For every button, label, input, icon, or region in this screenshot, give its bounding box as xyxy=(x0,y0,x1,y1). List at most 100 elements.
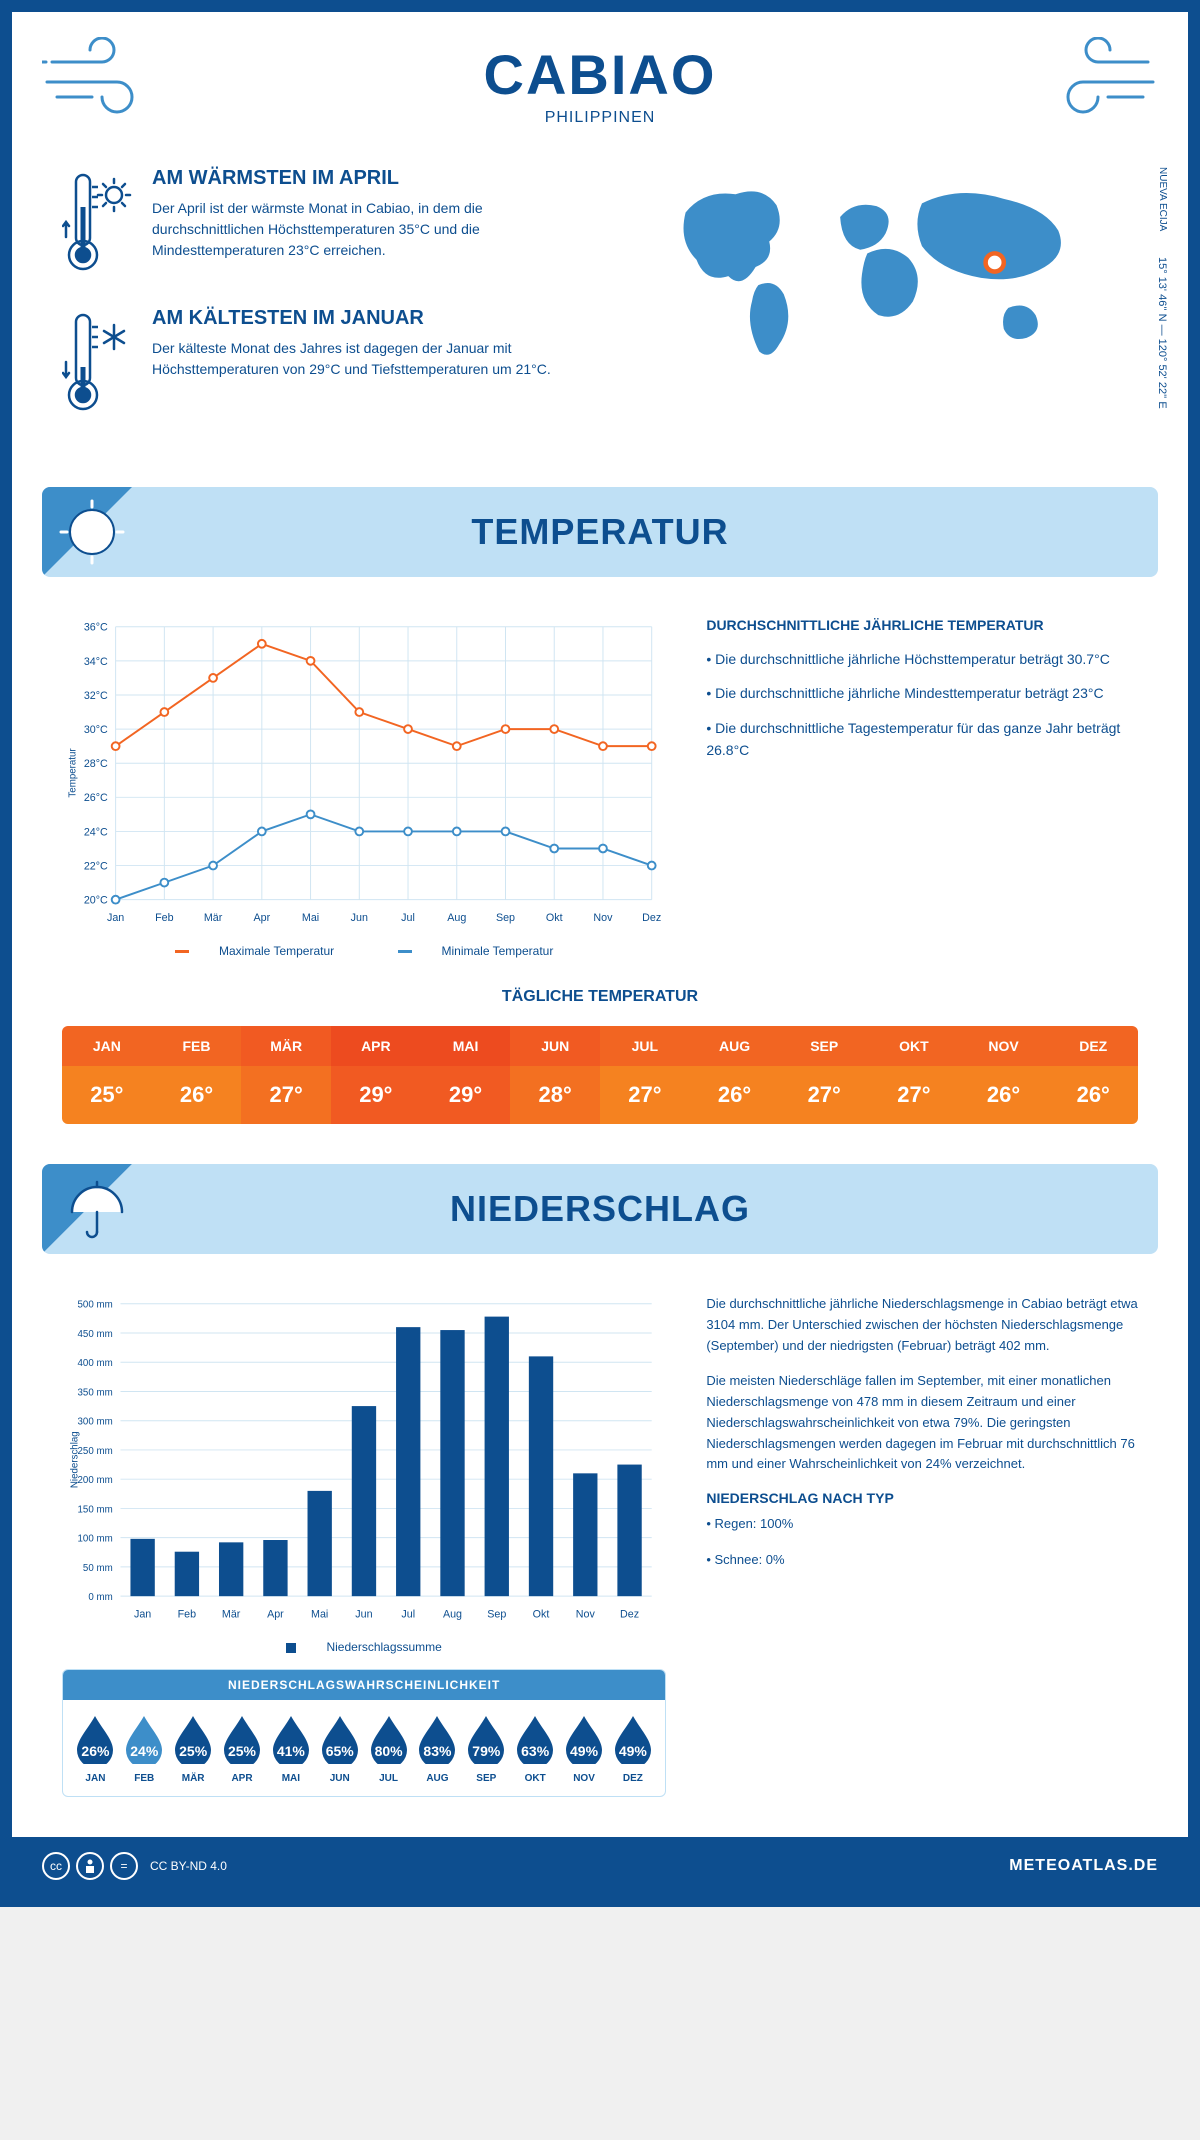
precipitation-section-header: NIEDERSCHLAG xyxy=(42,1164,1158,1254)
svg-text:Apr: Apr xyxy=(253,912,270,924)
svg-text:34°C: 34°C xyxy=(84,656,108,668)
temp-info-heading: DURCHSCHNITTLICHE JÄHRLICHE TEMPERATUR xyxy=(706,617,1138,633)
svg-text:24°C: 24°C xyxy=(84,826,108,838)
temperature-chart: 20°C22°C24°C26°C28°C30°C32°C34°C36°CJanF… xyxy=(62,617,666,958)
temp-chart-legend: Maximale Temperatur Minimale Temperatur xyxy=(62,944,666,958)
prob-col: 49%NOV xyxy=(560,1712,609,1784)
by-icon xyxy=(76,1852,104,1880)
warmest-fact: AM WÄRMSTEN IM APRIL Der April ist der w… xyxy=(62,167,585,282)
cc-icons: cc = xyxy=(42,1852,138,1880)
svg-text:300 mm: 300 mm xyxy=(78,1417,113,1428)
precip-type-line: • Schnee: 0% xyxy=(706,1550,1138,1571)
svg-text:Jun: Jun xyxy=(351,912,368,924)
thermometer-sun-icon xyxy=(62,167,132,282)
svg-text:Temperatur: Temperatur xyxy=(68,748,79,798)
brand-name: METEOATLAS.DE xyxy=(1009,1857,1158,1875)
precipitation-info: Die durchschnittliche jährliche Niedersc… xyxy=(706,1294,1138,1797)
svg-text:Jul: Jul xyxy=(401,912,415,924)
temp-col: APR29° xyxy=(331,1026,421,1124)
svg-text:350 mm: 350 mm xyxy=(78,1387,113,1398)
temp-info-bullet: • Die durchschnittliche jährliche Höchst… xyxy=(706,648,1138,670)
precip-para-2: Die meisten Niederschläge fallen im Sept… xyxy=(706,1371,1138,1475)
svg-text:Okt: Okt xyxy=(546,912,563,924)
prob-col: 49%DEZ xyxy=(608,1712,657,1784)
svg-text:400 mm: 400 mm xyxy=(78,1358,113,1369)
svg-text:Aug: Aug xyxy=(443,1608,462,1620)
svg-text:Okt: Okt xyxy=(533,1608,550,1620)
temp-col: SEP27° xyxy=(779,1026,869,1124)
prob-col: 41%MAI xyxy=(266,1712,315,1784)
svg-text:28°C: 28°C xyxy=(84,758,108,770)
svg-text:250 mm: 250 mm xyxy=(78,1446,113,1457)
precipitation-chart: 0 mm50 mm100 mm150 mm200 mm250 mm300 mm3… xyxy=(62,1294,666,1625)
svg-text:Feb: Feb xyxy=(155,912,174,924)
region-label: NUEVA ECIJA xyxy=(1157,167,1168,231)
temp-col: FEB26° xyxy=(152,1026,242,1124)
page-subtitle: PHILIPPINEN xyxy=(12,109,1188,127)
prob-col: 63%OKT xyxy=(511,1712,560,1784)
precip-chart-legend: Niederschlagssumme xyxy=(62,1640,666,1654)
precip-type-line: • Regen: 100% xyxy=(706,1514,1138,1535)
svg-text:36°C: 36°C xyxy=(84,622,108,634)
warmest-title: AM WÄRMSTEN IM APRIL xyxy=(152,167,585,190)
thermometer-snow-icon xyxy=(62,307,132,422)
precip-type-heading: NIEDERSCHLAG NACH TYP xyxy=(706,1490,1138,1506)
prob-col: 25%MÄR xyxy=(169,1712,218,1784)
nd-icon: = xyxy=(110,1852,138,1880)
legend-min: Minimale Temperatur xyxy=(442,944,554,958)
svg-text:Dez: Dez xyxy=(620,1608,639,1620)
license-text: CC BY-ND 4.0 xyxy=(150,1859,227,1873)
svg-text:Sep: Sep xyxy=(487,1608,506,1620)
temperature-content: 20°C22°C24°C26°C28°C30°C32°C34°C36°CJanF… xyxy=(12,587,1188,988)
temp-col: JAN25° xyxy=(62,1026,152,1124)
svg-text:Mär: Mär xyxy=(204,912,223,924)
prob-col: 24%FEB xyxy=(120,1712,169,1784)
coldest-title: AM KÄLTESTEN IM JANUAR xyxy=(152,307,585,330)
precipitation-probability-box: NIEDERSCHLAGSWAHRSCHEINLICHKEIT 26%JAN 2… xyxy=(62,1669,666,1797)
temperature-info: DURCHSCHNITTLICHE JÄHRLICHE TEMPERATUR •… xyxy=(706,617,1138,958)
svg-text:20°C: 20°C xyxy=(84,895,108,907)
svg-text:Nov: Nov xyxy=(576,1608,596,1620)
world-map xyxy=(615,167,1138,367)
svg-text:Apr: Apr xyxy=(267,1608,284,1620)
temp-info-bullet: • Die durchschnittliche jährliche Mindes… xyxy=(706,682,1138,704)
legend-precip: Niederschlagssumme xyxy=(326,1640,441,1654)
temperature-heading: TEMPERATUR xyxy=(471,511,728,553)
warmest-text: Der April ist der wärmste Monat in Cabia… xyxy=(152,198,585,261)
prob-col: 79%SEP xyxy=(462,1712,511,1784)
svg-text:Mai: Mai xyxy=(311,1608,328,1620)
svg-text:450 mm: 450 mm xyxy=(78,1329,113,1340)
intro-section: AM WÄRMSTEN IM APRIL Der April ist der w… xyxy=(12,147,1188,477)
temperature-section-header: TEMPERATUR xyxy=(42,487,1158,577)
svg-text:22°C: 22°C xyxy=(84,860,108,872)
legend-max: Maximale Temperatur xyxy=(219,944,334,958)
infographic-page: CABIAO PHILIPPINEN AM WÄRMSTEN IM APRIL … xyxy=(0,0,1200,1907)
prob-col: 83%AUG xyxy=(413,1712,462,1784)
precip-para-1: Die durchschnittliche jährliche Niedersc… xyxy=(706,1294,1138,1356)
precipitation-heading: NIEDERSCHLAG xyxy=(450,1188,750,1230)
svg-text:Jun: Jun xyxy=(355,1608,372,1620)
svg-text:Nov: Nov xyxy=(593,912,613,924)
coldest-fact: AM KÄLTESTEN IM JANUAR Der kälteste Mona… xyxy=(62,307,585,422)
prob-col: 25%APR xyxy=(218,1712,267,1784)
wind-icon xyxy=(1038,37,1158,122)
svg-text:26°C: 26°C xyxy=(84,792,108,804)
prob-col: 80%JUL xyxy=(364,1712,413,1784)
svg-text:Sep: Sep xyxy=(496,912,515,924)
wind-icon xyxy=(42,37,162,122)
prob-col: 26%JAN xyxy=(71,1712,120,1784)
temp-col: MAI29° xyxy=(421,1026,511,1124)
precipitation-content: 0 mm50 mm100 mm150 mm200 mm250 mm300 mm3… xyxy=(12,1264,1188,1817)
svg-text:Mär: Mär xyxy=(222,1608,241,1620)
svg-text:Jan: Jan xyxy=(134,1608,151,1620)
svg-text:Dez: Dez xyxy=(642,912,661,924)
temp-col: DEZ26° xyxy=(1048,1026,1138,1124)
svg-text:500 mm: 500 mm xyxy=(78,1300,113,1311)
temp-info-bullet: • Die durchschnittliche Tagestemperatur … xyxy=(706,717,1138,762)
svg-text:50 mm: 50 mm xyxy=(83,1563,113,1574)
coordinates: 15° 13' 46'' N — 120° 52' 22'' E xyxy=(1156,257,1168,409)
svg-text:0 mm: 0 mm xyxy=(88,1592,112,1603)
svg-text:32°C: 32°C xyxy=(84,690,108,702)
temp-col: AUG26° xyxy=(690,1026,780,1124)
svg-text:Niederschlag: Niederschlag xyxy=(70,1431,81,1488)
